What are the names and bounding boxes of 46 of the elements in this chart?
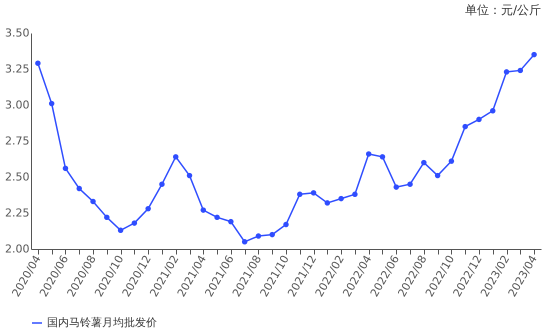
y-tick-label: 2.00: [5, 242, 30, 256]
point: [200, 207, 206, 213]
point: [242, 239, 248, 245]
point: [476, 116, 482, 122]
point: [283, 222, 289, 228]
legend-label: 国内马铃薯月均批发价: [47, 316, 157, 329]
text: 单位：元/公斤: [464, 3, 541, 17]
y-tick-label: 2.75: [5, 134, 30, 148]
y-tick-label: 3.50: [5, 26, 30, 40]
point: [297, 192, 303, 198]
y-tick-label: 3.00: [5, 98, 30, 112]
point: [48, 100, 54, 106]
point: [352, 192, 358, 198]
point: [76, 186, 82, 192]
point: [394, 184, 400, 190]
point: [145, 206, 151, 212]
point: [269, 232, 275, 238]
point: [324, 200, 330, 206]
point: [448, 158, 454, 164]
point: [159, 181, 165, 187]
point: [504, 69, 510, 75]
point: [172, 154, 178, 160]
point: [338, 196, 344, 202]
point: [366, 151, 372, 157]
y-tick-label: 3.25: [5, 62, 30, 76]
point: [228, 218, 234, 224]
point: [256, 233, 262, 239]
point: [490, 108, 496, 114]
point: [90, 198, 96, 204]
point: [132, 220, 138, 226]
y-tick-label: 2.50: [5, 170, 30, 184]
point: [434, 172, 440, 178]
point: [518, 68, 524, 74]
point: [104, 214, 110, 220]
point: [421, 160, 427, 166]
point: [531, 52, 537, 58]
point: [380, 154, 386, 160]
point: [62, 166, 68, 172]
point: [186, 172, 192, 178]
point: [214, 214, 220, 220]
y-tick-label: 2.25: [5, 206, 30, 220]
point: [407, 181, 413, 187]
point: [462, 124, 468, 130]
point: [118, 228, 124, 234]
point: [35, 60, 41, 66]
point: [310, 190, 316, 196]
